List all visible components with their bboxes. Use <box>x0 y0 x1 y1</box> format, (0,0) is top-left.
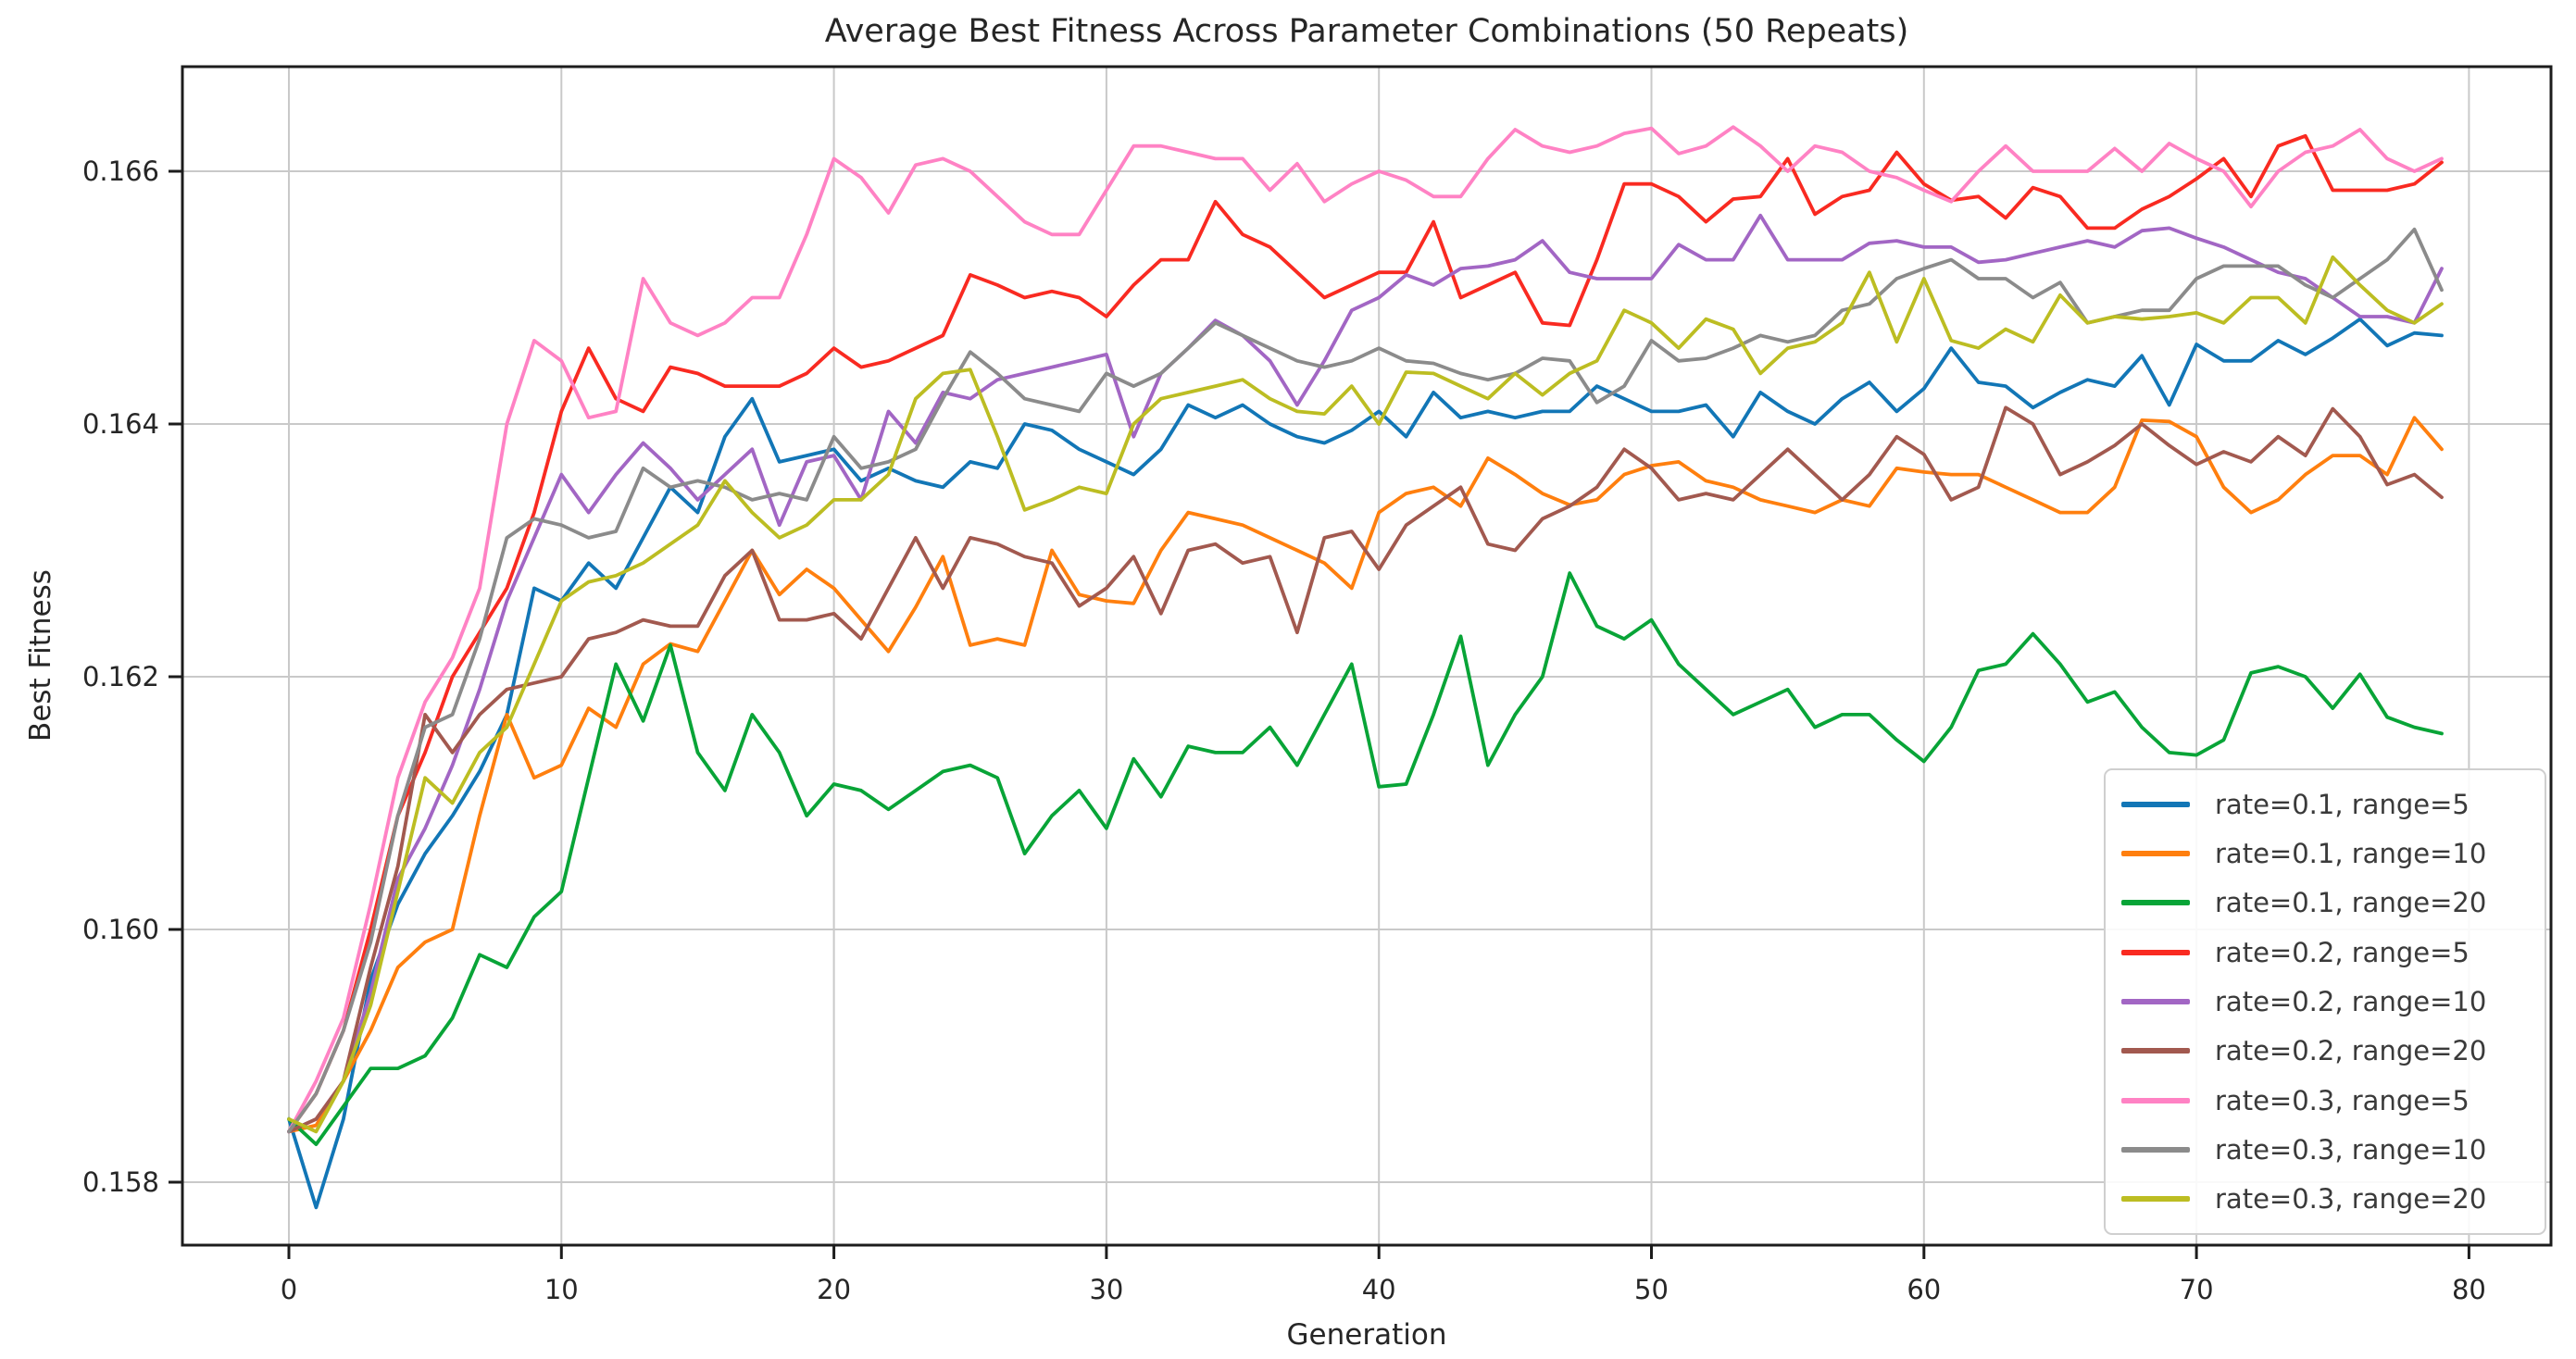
legend-line-swatch <box>2121 1196 2190 1203</box>
legend-item: rate=0.2, range=5 <box>2106 929 2545 977</box>
y-tick-label: 0.158 <box>82 1166 159 1198</box>
x-tick-label: 10 <box>544 1274 579 1305</box>
chart-title: Average Best Fitness Across Parameter Co… <box>824 13 1909 50</box>
y-axis-label: Best Fitness <box>24 569 57 742</box>
legend-label: rate=0.3, range=20 <box>2215 1183 2487 1216</box>
plot-border <box>181 65 2553 1247</box>
y-tick-label: 0.160 <box>82 914 159 945</box>
y-tick-label: 0.166 <box>82 156 159 187</box>
series-line <box>287 255 2444 1134</box>
series-line <box>287 405 2444 1134</box>
legend-item: rate=0.1, range=5 <box>2106 780 2545 829</box>
legend-item: rate=0.1, range=20 <box>2106 879 2545 927</box>
y-tick-label: 0.164 <box>82 408 159 440</box>
legend-item: rate=0.2, range=20 <box>2106 1027 2545 1075</box>
legend-line-swatch <box>2121 850 2190 856</box>
series-line <box>287 125 2444 1134</box>
legend-item: rate=0.3, range=10 <box>2106 1126 2545 1174</box>
legend-line-swatch <box>2121 1048 2190 1054</box>
series-line <box>287 213 2444 1134</box>
legend-line-swatch <box>2121 1146 2190 1153</box>
legend-label: rate=0.3, range=5 <box>2215 1084 2470 1116</box>
legend-label: rate=0.1, range=5 <box>2215 788 2470 820</box>
x-tick-label: 20 <box>817 1274 851 1305</box>
x-tick-label: 60 <box>1907 1274 1941 1305</box>
x-tick-label: 30 <box>1089 1274 1123 1305</box>
legend-line-swatch <box>2121 801 2190 807</box>
x-axis-label: Generation <box>1286 1318 1447 1352</box>
legend-item: rate=0.3, range=5 <box>2106 1077 2545 1125</box>
legend-item: rate=0.1, range=10 <box>2106 829 2545 878</box>
x-tick-label: 0 <box>281 1274 297 1305</box>
legend-label: rate=0.3, range=10 <box>2215 1133 2487 1166</box>
x-tick-label: 40 <box>1362 1274 1396 1305</box>
y-tick-label: 0.162 <box>82 661 159 692</box>
legend-label: rate=0.2, range=10 <box>2215 985 2487 1017</box>
series-line <box>287 571 2444 1146</box>
series-line <box>287 317 2444 1210</box>
x-tick-label: 50 <box>1634 1274 1669 1305</box>
legend: rate=0.1, range=5 rate=0.1, range=10 rate=… <box>2104 768 2546 1235</box>
legend-line-swatch <box>2121 949 2190 955</box>
legend-item: rate=0.2, range=10 <box>2106 978 2545 1026</box>
legend-item: rate=0.3, range=20 <box>2106 1175 2545 1223</box>
x-tick-label: 70 <box>2180 1274 2214 1305</box>
legend-label: rate=0.2, range=20 <box>2215 1035 2487 1067</box>
legend-line-swatch <box>2121 900 2190 906</box>
legend-label: rate=0.1, range=10 <box>2215 837 2487 869</box>
series-line <box>287 133 2444 1134</box>
legend-label: rate=0.1, range=20 <box>2215 887 2487 919</box>
legend-label: rate=0.2, range=5 <box>2215 936 2470 968</box>
legend-line-swatch <box>2121 1097 2190 1103</box>
x-tick-label: 80 <box>2452 1274 2486 1305</box>
legend-line-swatch <box>2121 998 2190 1004</box>
